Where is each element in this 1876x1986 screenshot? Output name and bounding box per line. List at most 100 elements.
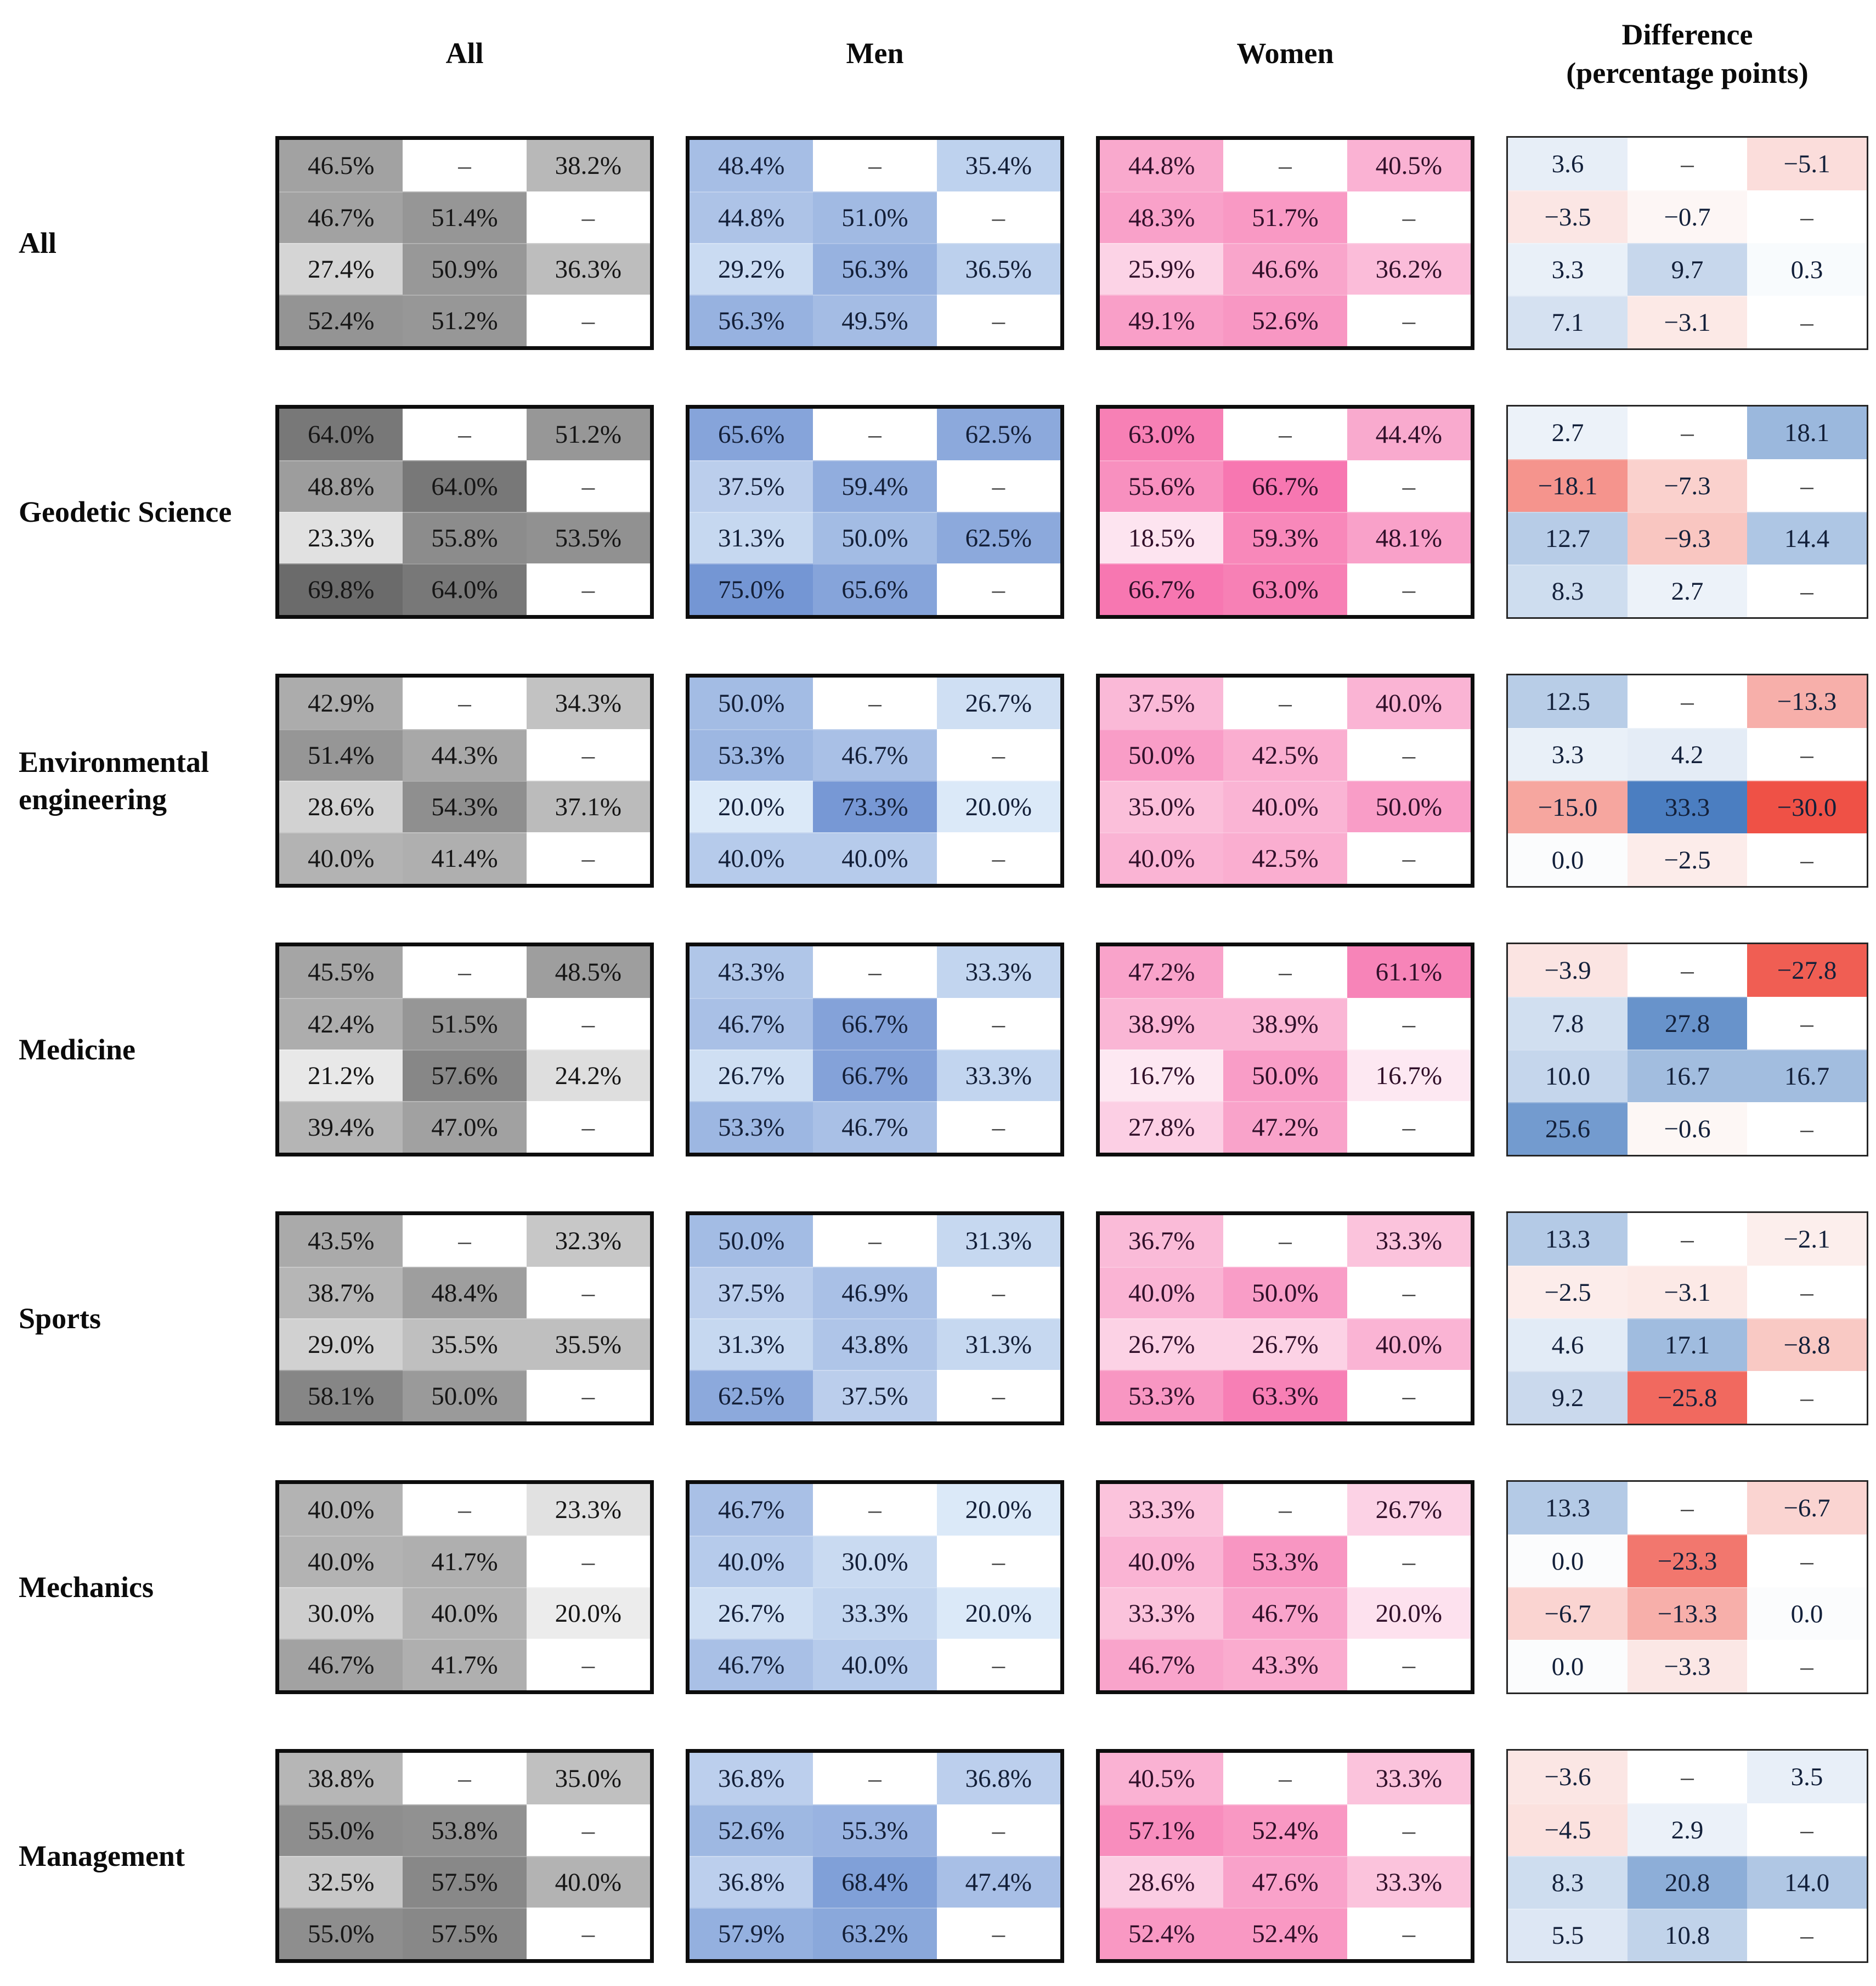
column-header-difference: Difference (percentage points) [1566, 15, 1808, 92]
heatmap-cell: 39.4% [279, 1101, 403, 1153]
heatmap-cell: 0.0 [1508, 1534, 1628, 1587]
heatmap-cell: 50.0% [1100, 729, 1224, 781]
heatmap-cell: 8.3 [1508, 1856, 1628, 1909]
row-group-label: Sports [19, 1302, 101, 1335]
heatmap-cell: – [936, 1804, 1060, 1856]
heatmap-cell: 37.5% [690, 1267, 813, 1318]
heatmap-cell: −13.3 [1747, 675, 1867, 728]
heatmap-cell: 0.0 [1508, 1640, 1628, 1692]
heatmap-cell: 40.0% [813, 832, 937, 884]
heatmap-grid-diff: −3.6–3.5 −4.5 2.9–8.3 20.8 14.0 5.5 10.8– [1506, 1749, 1868, 1963]
heatmap-cell: 42.5% [1223, 729, 1347, 781]
heatmap-cell: 20.0% [936, 1587, 1060, 1639]
heatmap-cell: 55.6% [1100, 460, 1224, 512]
heatmap-cell: 4.6 [1508, 1318, 1628, 1371]
heatmap-cell: 20.0% [526, 1587, 650, 1639]
heatmap-cell: 3.6 [1508, 138, 1628, 190]
heatmap-cell: 27.4% [279, 243, 403, 295]
row-group: Mechanics 40.0% –23.3% 40.0% 41.7% –30.0% 40.0… [0, 1480, 1876, 1694]
heatmap-cell: 53.3% [690, 729, 813, 781]
heatmap-cell: – [1347, 563, 1471, 615]
heatmap-cell: 55.8% [403, 512, 527, 563]
heatmap-cell: 47.6% [1223, 1856, 1347, 1908]
heatmap-cell: 0.3 [1747, 243, 1867, 296]
heatmap-cell: 46.7% [813, 1101, 937, 1153]
heatmap-cell: 25.9% [1100, 243, 1224, 295]
heatmap-cell: 73.3% [813, 781, 937, 832]
heatmap-cell: 42.9% [279, 678, 403, 729]
heatmap-cell: 20.0% [936, 781, 1060, 832]
heatmap-cell: 20.8 [1628, 1856, 1747, 1909]
heatmap-cell: 40.0% [1347, 1318, 1471, 1370]
heatmap-cell: 65.6% [690, 409, 813, 460]
row-group: Geodetic Science 64.0% –51.2% 48.8% 64.0% –23… [0, 405, 1876, 619]
heatmap-cell: 31.3% [936, 1215, 1060, 1267]
heatmap-cell: −18.1 [1508, 459, 1628, 512]
heatmap-cell: 28.6% [1100, 1856, 1224, 1908]
heatmap-cell: – [403, 678, 527, 729]
heatmap-cell: 47.2% [1223, 1101, 1347, 1153]
heatmap-grid-women: 33.3% –26.7% 40.0% 53.3% –33.3% 46.7% 20.0% 46.… [1096, 1480, 1474, 1694]
heatmap-cell: – [1347, 1267, 1471, 1318]
heatmap-cell: 43.5% [279, 1215, 403, 1267]
heatmap-cell: −2.5 [1508, 1266, 1628, 1318]
heatmap-cell: – [1223, 1753, 1347, 1804]
heatmap-cell: – [526, 191, 650, 243]
heatmap-grid-women: 37.5% –40.0% 50.0% 42.5% –35.0% 40.0% 50.0% 40.… [1096, 674, 1474, 888]
heatmap-cell: 68.4% [813, 1856, 937, 1908]
heatmap-cell: 7.1 [1508, 296, 1628, 348]
heatmap-cell: – [936, 832, 1060, 884]
heatmap-cell: – [936, 1101, 1060, 1153]
heatmap-cell: – [403, 140, 527, 191]
heatmap-cell: 21.2% [279, 1050, 403, 1101]
heatmap-cell: 3.3 [1508, 728, 1628, 781]
heatmap-cell: 10.0 [1508, 1050, 1628, 1102]
heatmap-cell: 64.0% [279, 409, 403, 460]
heatmap-cell: −13.3 [1628, 1587, 1747, 1640]
heatmap-cell: −2.1 [1747, 1213, 1867, 1266]
heatmap-cell: −6.7 [1747, 1482, 1867, 1534]
heatmap-cell: −23.3 [1628, 1534, 1747, 1587]
heatmap-cell: 52.6% [1223, 295, 1347, 346]
heatmap-cell: 26.7% [936, 678, 1060, 729]
heatmap-grid-all: 38.8% –35.0% 55.0% 53.8% –32.5% 57.5% 40.0% 55.… [275, 1749, 654, 1963]
heatmap-cell: – [526, 832, 650, 884]
heatmap-cell: 13.3 [1508, 1482, 1628, 1534]
row-group: Sports 43.5% –32.3% 38.7% 48.4% –29.0% 35.5% 35… [0, 1211, 1876, 1425]
heatmap-cell: 44.4% [1347, 409, 1471, 460]
heatmap-grid-men: 48.4% –35.4% 44.8% 51.0% –29.2% 56.3% 36.5% 56.… [686, 136, 1064, 350]
heatmap-cell: 13.3 [1508, 1213, 1628, 1266]
heatmap-cell: – [1747, 728, 1867, 781]
heatmap-cell: 53.3% [1100, 1370, 1224, 1421]
heatmap-cell: −30.0 [1747, 781, 1867, 833]
heatmap-cell: 64.0% [403, 563, 527, 615]
heatmap-cell: 3.3 [1508, 243, 1628, 296]
heatmap-cell: 54.3% [403, 781, 527, 832]
heatmap-cell: – [936, 1536, 1060, 1587]
heatmap-cell: 50.0% [1223, 1050, 1347, 1101]
heatmap-cell: 69.8% [279, 563, 403, 615]
heatmap-cell: – [1747, 459, 1867, 512]
heatmap-cell: – [526, 1639, 650, 1690]
heatmap-cell: 52.4% [1223, 1804, 1347, 1856]
heatmap-cell: – [1628, 944, 1747, 997]
heatmap-cell: 52.4% [279, 295, 403, 346]
heatmap-cell: 35.5% [526, 1318, 650, 1370]
heatmap-cell: 25.6 [1508, 1102, 1628, 1155]
heatmap-cell: 36.2% [1347, 243, 1471, 295]
heatmap-cell: 50.0% [690, 1215, 813, 1267]
heatmap-cell: 55.0% [279, 1908, 403, 1959]
heatmap-cell: – [1347, 1639, 1471, 1690]
heatmap-cell: 20.0% [936, 1484, 1060, 1536]
heatmap-cell: 53.3% [690, 1101, 813, 1153]
heatmap-cell: 33.3% [936, 946, 1060, 998]
heatmap-cell: 31.3% [690, 512, 813, 563]
heatmap-cell: 51.4% [279, 729, 403, 781]
heatmap-cell: −8.8 [1747, 1318, 1867, 1371]
heatmap-cell: 14.4 [1747, 512, 1867, 565]
heatmap-cell: – [1347, 1101, 1471, 1153]
heatmap-cell: 50.0% [813, 512, 937, 563]
heatmap-grid-men: 50.0% –26.7% 53.3% 46.7% –20.0% 73.3% 20.0% 40.… [686, 674, 1064, 888]
heatmap-cell: – [1747, 565, 1867, 617]
heatmap-cell: 33.3% [813, 1587, 937, 1639]
